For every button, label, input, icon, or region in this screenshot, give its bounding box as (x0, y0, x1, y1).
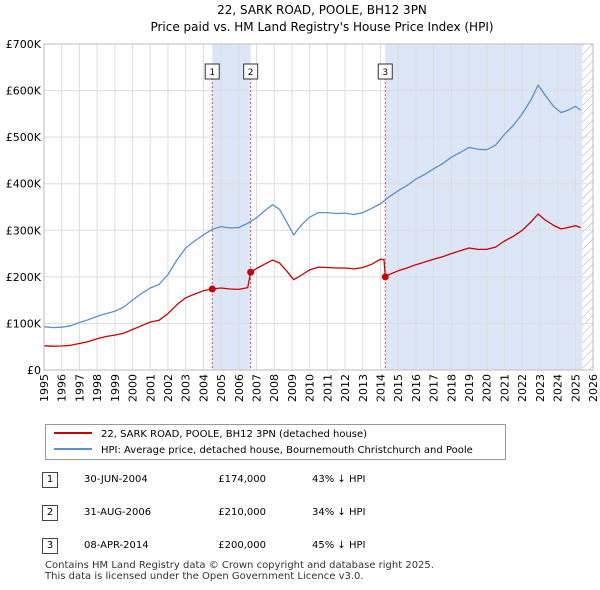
x-tick-label: 2012 (339, 374, 352, 402)
x-tick-label: 1999 (109, 374, 122, 402)
legend-item-property: 22, SARK ROAD, POOLE, BH12 3PN (detached… (54, 427, 367, 443)
legend-swatch-property (54, 432, 92, 434)
transaction-hpi-diff: 34% ↓ HPI (312, 507, 366, 518)
table-row: 1 30-JUN-2004 £174,000 43% ↓ HPI (0, 470, 600, 490)
x-tick-label: 1997 (73, 374, 86, 402)
ownership-shade (385, 44, 583, 370)
transaction-number-badge: 2 (42, 505, 58, 521)
x-tick-label: 1995 (38, 374, 51, 402)
x-tick-label: 2015 (392, 374, 405, 402)
x-tick-label: 2001 (144, 374, 157, 402)
transaction-hpi-diff: 43% ↓ HPI (312, 474, 366, 485)
chart-title: 22, SARK ROAD, POOLE, BH12 3PN (217, 3, 427, 17)
transaction-date: 31-AUG-2006 (84, 507, 152, 518)
legend-label-hpi: HPI: Average price, detached house, Bour… (101, 445, 473, 456)
transaction-date: 30-JUN-2004 (84, 474, 148, 485)
ownership-shade (212, 44, 251, 370)
sale-number-box (377, 63, 393, 80)
x-tick-label: 2004 (197, 374, 210, 402)
sale-number-box (243, 63, 259, 80)
legend: 22, SARK ROAD, POOLE, BH12 3PN (detached… (45, 424, 506, 460)
x-tick-label: 2016 (410, 374, 423, 402)
x-tick-label: 2002 (162, 374, 175, 402)
table-row: 2 31-AUG-2006 £210,000 34% ↓ HPI (0, 503, 600, 523)
sale-point (208, 285, 216, 293)
x-tick-label: 1998 (91, 374, 104, 402)
sale-number-label: 3 (382, 68, 388, 78)
x-tick-label: 2006 (233, 374, 246, 402)
x-tick-label: 1996 (56, 374, 69, 402)
x-tick-label: 2024 (552, 374, 565, 402)
transaction-date: 08-APR-2014 (84, 540, 149, 551)
x-tick-label: 2018 (445, 374, 458, 402)
x-tick-label: 2005 (215, 374, 228, 402)
y-tick-label: £600K (6, 85, 42, 98)
x-tick-label: 2008 (268, 374, 281, 402)
transaction-price: £200,000 (218, 540, 266, 551)
table-row: 3 08-APR-2014 £200,000 45% ↓ HPI (0, 536, 600, 556)
sale-number-label: 2 (248, 68, 254, 78)
y-tick-label: £300K (6, 224, 42, 237)
y-tick-label: £200K (6, 271, 42, 284)
x-tick-label: 2003 (180, 374, 193, 402)
plot-frame (43, 43, 594, 371)
transaction-price: £174,000 (218, 474, 266, 485)
transaction-number-badge: 1 (42, 472, 58, 488)
legend-swatch-hpi (54, 448, 92, 450)
price-chart: 22, SARK ROAD, POOLE, BH12 3PN Price pai… (6, 3, 600, 402)
x-tick-label: 2000 (127, 374, 140, 402)
y-tick-label: £0 (27, 364, 41, 377)
legend-label-property: 22, SARK ROAD, POOLE, BH12 3PN (detached… (101, 429, 368, 440)
y-tick-label: £100K (6, 317, 42, 330)
x-tick-label: 2009 (286, 374, 299, 402)
sale-point (381, 273, 389, 281)
x-tick-label: 2022 (516, 374, 529, 402)
sale-point (247, 268, 255, 276)
x-tick-label: 2010 (304, 374, 317, 402)
y-tick-label: £700K (6, 38, 42, 51)
footer: Contains HM Land Registry data © Crown c… (45, 560, 434, 582)
forecast-hatch (582, 44, 593, 370)
hpi-series-line (43, 84, 581, 329)
x-tick-label: 2017 (428, 374, 441, 402)
x-tick-label: 2019 (463, 374, 476, 402)
x-tick-label: 2014 (374, 374, 387, 402)
sale-number-label: 1 (209, 68, 215, 78)
transaction-hpi-diff: 45% ↓ HPI (312, 540, 366, 551)
x-tick-label: 2026 (587, 374, 600, 402)
y-tick-label: £500K (6, 131, 42, 144)
x-tick-label: 2021 (498, 374, 511, 402)
footer-licence: This data is licensed under the Open Gov… (45, 571, 364, 582)
sale-number-box (204, 63, 220, 80)
property-series-line (43, 213, 581, 347)
transaction-number-badge: 3 (42, 538, 58, 554)
x-tick-label: 2020 (481, 374, 494, 402)
x-tick-label: 2007 (251, 374, 264, 402)
footer-copyright: Contains HM Land Registry data © Crown c… (45, 560, 434, 571)
x-tick-label: 2013 (357, 374, 370, 402)
x-tick-label: 2025 (569, 374, 582, 402)
x-tick-label: 2023 (534, 374, 547, 402)
x-tick-label: 2011 (321, 374, 334, 402)
transaction-price: £210,000 (218, 507, 266, 518)
legend-item-hpi: HPI: Average price, detached house, Bour… (54, 443, 473, 459)
y-tick-label: £400K (6, 178, 42, 191)
chart-subtitle: Price paid vs. HM Land Registry's House … (150, 20, 493, 34)
